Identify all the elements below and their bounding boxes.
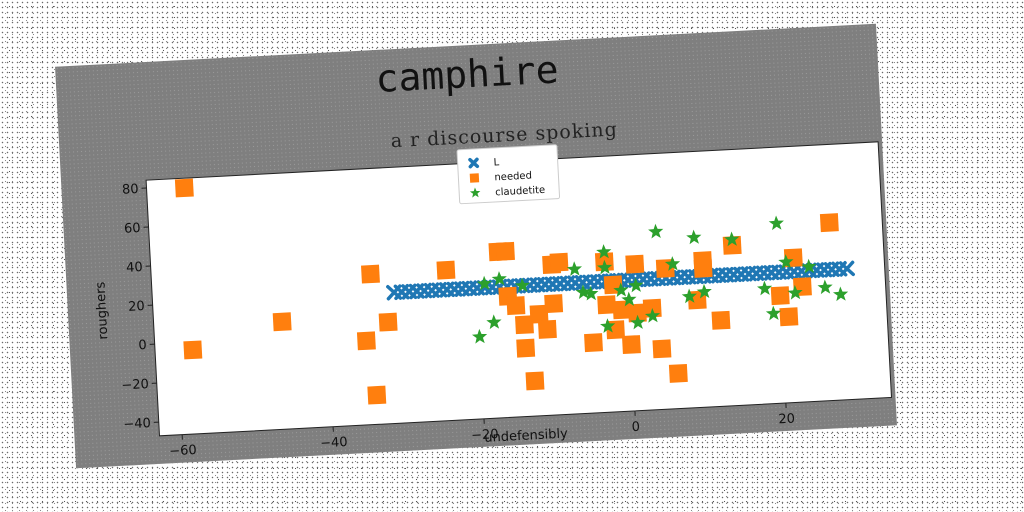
y-tick-label: 0 bbox=[138, 338, 147, 353]
data-point bbox=[724, 231, 740, 247]
legend-marker bbox=[469, 173, 480, 183]
x-tick-label: −20 bbox=[471, 427, 499, 443]
data-point bbox=[529, 304, 549, 324]
legend-label: claudetite bbox=[495, 185, 546, 199]
data-point bbox=[584, 333, 603, 353]
data-point bbox=[787, 284, 803, 300]
y-tick-label: 80 bbox=[122, 182, 139, 198]
data-point bbox=[627, 303, 647, 323]
data-point bbox=[693, 258, 713, 278]
data-point bbox=[506, 296, 526, 316]
data-point bbox=[817, 279, 833, 295]
x-tick-label: −60 bbox=[169, 443, 197, 459]
data-point bbox=[516, 338, 536, 358]
data-point bbox=[722, 235, 742, 255]
data-point bbox=[832, 286, 849, 302]
data-point bbox=[819, 213, 839, 233]
data-point bbox=[644, 308, 661, 323]
data-point bbox=[537, 319, 557, 339]
data-point bbox=[486, 314, 502, 330]
data-point bbox=[544, 294, 564, 314]
data-point bbox=[596, 244, 612, 259]
data-point bbox=[515, 315, 534, 335]
data-point bbox=[491, 271, 507, 286]
data-point bbox=[272, 312, 292, 332]
data-point bbox=[356, 331, 376, 351]
data-point bbox=[779, 307, 799, 327]
data-point bbox=[378, 312, 398, 332]
data-point bbox=[625, 254, 645, 274]
data-point bbox=[630, 314, 646, 330]
data-point bbox=[597, 295, 617, 315]
data-point bbox=[575, 284, 591, 299]
data-point bbox=[628, 277, 644, 293]
data-point bbox=[648, 223, 664, 239]
data-point bbox=[612, 300, 632, 320]
data-point bbox=[664, 256, 681, 271]
data-point bbox=[471, 328, 488, 344]
data-point bbox=[514, 277, 530, 293]
data-point bbox=[696, 283, 712, 299]
y-tick-label: 20 bbox=[128, 299, 145, 315]
chart-figure: camphire a r discourse spoking −60 −40 −20… bbox=[55, 23, 897, 469]
data-point bbox=[711, 310, 731, 330]
x-tick-label: 0 bbox=[631, 420, 640, 435]
chart-title: camphire bbox=[374, 47, 559, 101]
data-point bbox=[652, 339, 672, 359]
x-tick-label: −40 bbox=[320, 435, 348, 451]
series-claudetite bbox=[471, 215, 849, 344]
data-point bbox=[566, 261, 582, 276]
data-point bbox=[476, 275, 492, 291]
y-tick-label: −40 bbox=[123, 416, 151, 432]
data-point bbox=[600, 318, 616, 333]
data-point bbox=[770, 286, 790, 306]
x-tick-label: 20 bbox=[778, 412, 795, 428]
series-needed bbox=[174, 178, 839, 405]
data-point bbox=[174, 178, 194, 198]
data-point bbox=[549, 252, 569, 272]
data-point bbox=[765, 305, 782, 321]
data-point bbox=[668, 363, 688, 383]
data-point bbox=[361, 264, 380, 284]
x-axis-label: undefensibly bbox=[484, 426, 568, 445]
legend-marker bbox=[469, 187, 481, 198]
y-axis-label: roughers bbox=[93, 281, 111, 340]
data-point bbox=[778, 254, 794, 269]
data-point bbox=[686, 229, 702, 245]
y-tick-label: 60 bbox=[124, 221, 141, 237]
data-point bbox=[183, 340, 203, 360]
data-point bbox=[596, 259, 613, 275]
chart-svg: camphire a r discourse spoking −60 −40 −20… bbox=[93, 47, 893, 459]
y-tick-label: 40 bbox=[126, 260, 143, 276]
data-point bbox=[496, 241, 515, 261]
legend-box bbox=[456, 144, 561, 205]
legend-label: L bbox=[493, 157, 500, 168]
data-point bbox=[756, 280, 773, 296]
legend-marker bbox=[468, 157, 480, 169]
data-point bbox=[681, 288, 697, 304]
data-point bbox=[367, 385, 387, 405]
data-point bbox=[621, 335, 641, 355]
data-point bbox=[583, 285, 599, 301]
data-point bbox=[801, 258, 817, 274]
legend-label: needed bbox=[494, 170, 532, 183]
x-axis-ticks: −60 −40 −20 0 20 bbox=[169, 402, 795, 459]
data-point bbox=[525, 371, 545, 391]
data-point bbox=[613, 282, 629, 298]
y-tick-label: −20 bbox=[121, 377, 149, 393]
data-point bbox=[621, 291, 637, 307]
y-axis-ticks: −40 −20 0 20 40 60 80 bbox=[121, 182, 159, 433]
data-points bbox=[174, 178, 855, 405]
data-point bbox=[436, 260, 456, 280]
data-point bbox=[768, 215, 784, 231]
data-point bbox=[838, 260, 855, 277]
